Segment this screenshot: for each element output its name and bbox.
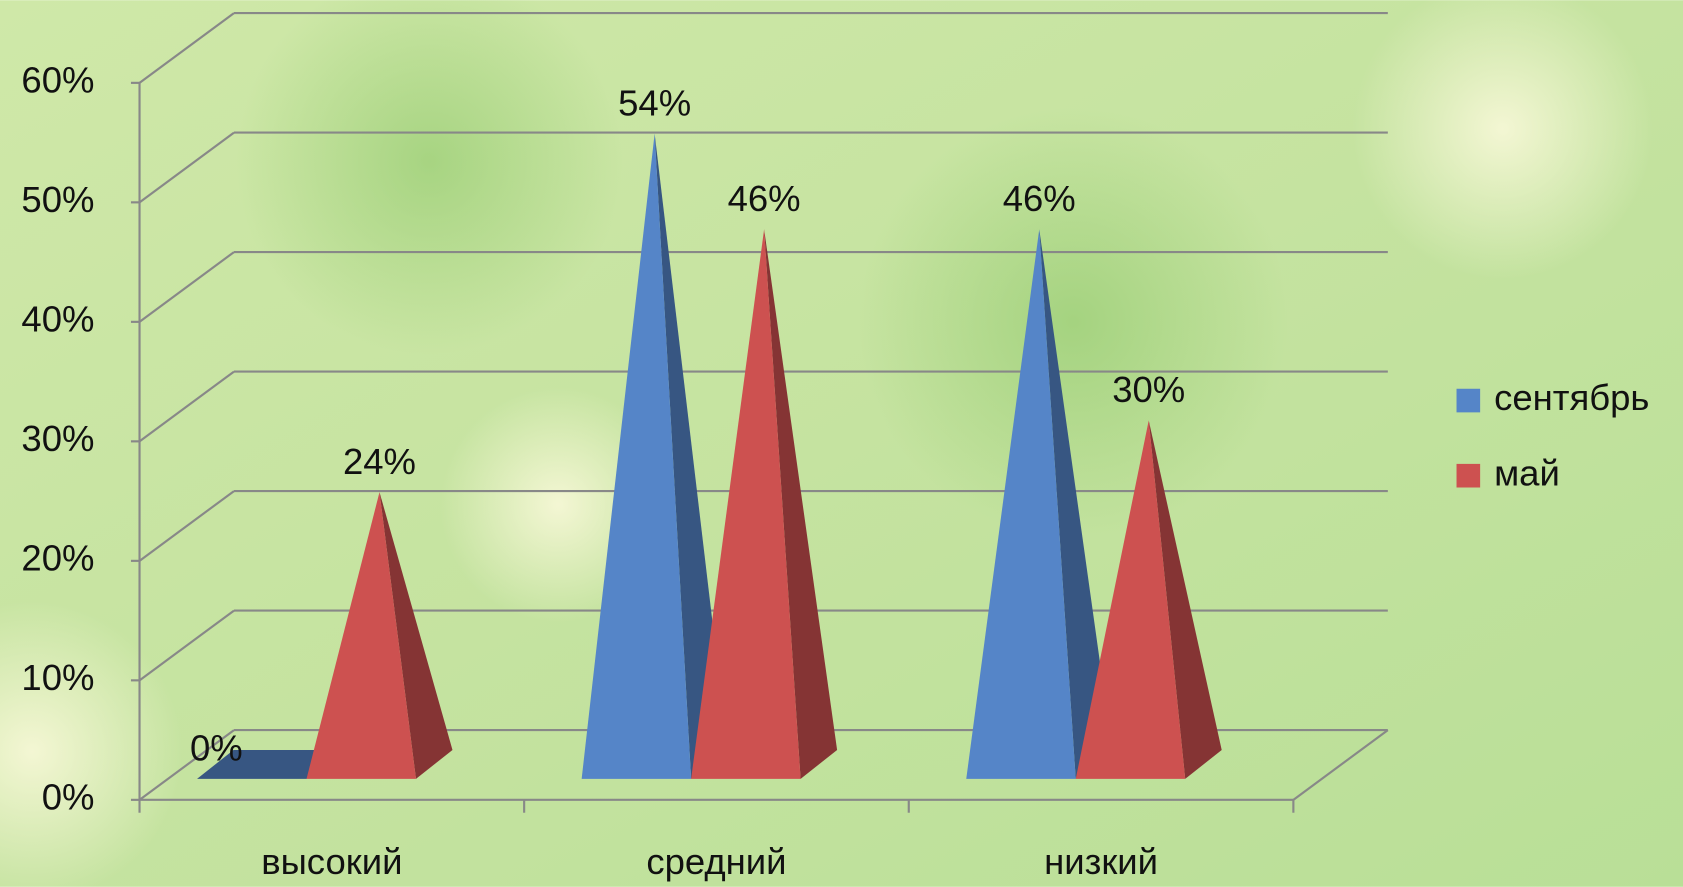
x-tick-label: высокий [261,841,402,882]
legend-swatch [1456,463,1481,488]
legend-swatch [1456,388,1481,413]
pyramid [691,229,801,779]
background-blob [0,601,183,887]
grid-line-side [138,370,235,443]
pyramid-side [379,492,453,779]
value-label: 46% [728,178,801,219]
plot: 0% 10% 20% 30% 40% 50% 60% высокий 0% 24% средний 5… [21,12,1649,882]
background-blob [858,107,1289,537]
pyramid [581,133,692,779]
y-tick-label: 10% [21,657,94,698]
pyramid [306,492,416,779]
legend-label: май [1494,452,1560,493]
pyramid-side [1148,420,1222,779]
value-label: 24% [343,441,416,482]
floor-edge [1292,729,1389,801]
y-tick-label: 0% [42,776,95,817]
background-blob [1352,0,1653,280]
y-tick-label: 30% [21,418,94,459]
y-tick-label: 20% [21,537,94,578]
pyramid [1075,420,1186,779]
value-label: 54% [618,82,691,123]
legend-label: сентябрь [1494,377,1649,418]
grid-line-side [138,12,235,84]
grid-line-side [138,729,235,801]
y-tick-label: 60% [21,59,94,100]
value-label: 46% [1003,178,1076,219]
pyramid-side [1039,229,1113,779]
pyramid-side [764,229,838,779]
pyramid [197,749,344,779]
y-tick-label: 50% [21,179,94,220]
grid-line-side [138,131,235,204]
pyramid-side [654,133,728,779]
value-label: 0% [190,728,243,769]
value-label: 30% [1112,369,1185,410]
grid-line-side [138,251,235,323]
x-tick-label: низкий [1044,841,1158,882]
x-tick-label: средний [646,841,786,882]
grid-line-side [138,490,235,562]
grid-line-side [138,609,235,682]
pyramid [966,229,1076,779]
background-blob [236,0,623,355]
y-tick-label: 40% [21,298,94,339]
